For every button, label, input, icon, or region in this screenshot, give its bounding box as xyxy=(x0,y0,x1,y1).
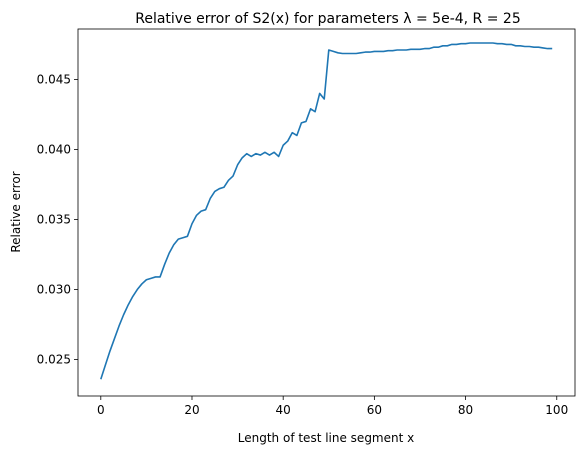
y-axis-label: Relative error xyxy=(9,171,23,252)
x-axis-label: Length of test line segment x xyxy=(238,431,414,445)
x-tick-label: 40 xyxy=(276,403,291,417)
y-tick-label: 0.025 xyxy=(37,353,71,367)
x-tick-label: 0 xyxy=(97,403,105,417)
x-tick-label: 100 xyxy=(545,403,568,417)
x-tick-label: 80 xyxy=(458,403,473,417)
x-tick-label: 60 xyxy=(367,403,382,417)
y-tick-label: 0.045 xyxy=(37,72,71,86)
y-tick-label: 0.040 xyxy=(37,142,71,156)
plot-frame xyxy=(77,28,576,397)
x-tick-label: 20 xyxy=(184,403,199,417)
series-line xyxy=(100,42,553,380)
y-tick-label: 0.035 xyxy=(37,213,71,227)
x-axis: 0 20 40 60 80 100 xyxy=(97,396,568,417)
y-axis: 0.025 0.030 0.035 0.040 0.045 xyxy=(37,72,78,367)
chart-title: Relative error of S2(x) for parameters λ… xyxy=(135,11,520,27)
y-tick-label: 0.030 xyxy=(37,283,71,297)
